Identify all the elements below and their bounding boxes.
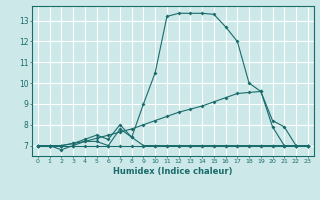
X-axis label: Humidex (Indice chaleur): Humidex (Indice chaleur)	[113, 167, 233, 176]
